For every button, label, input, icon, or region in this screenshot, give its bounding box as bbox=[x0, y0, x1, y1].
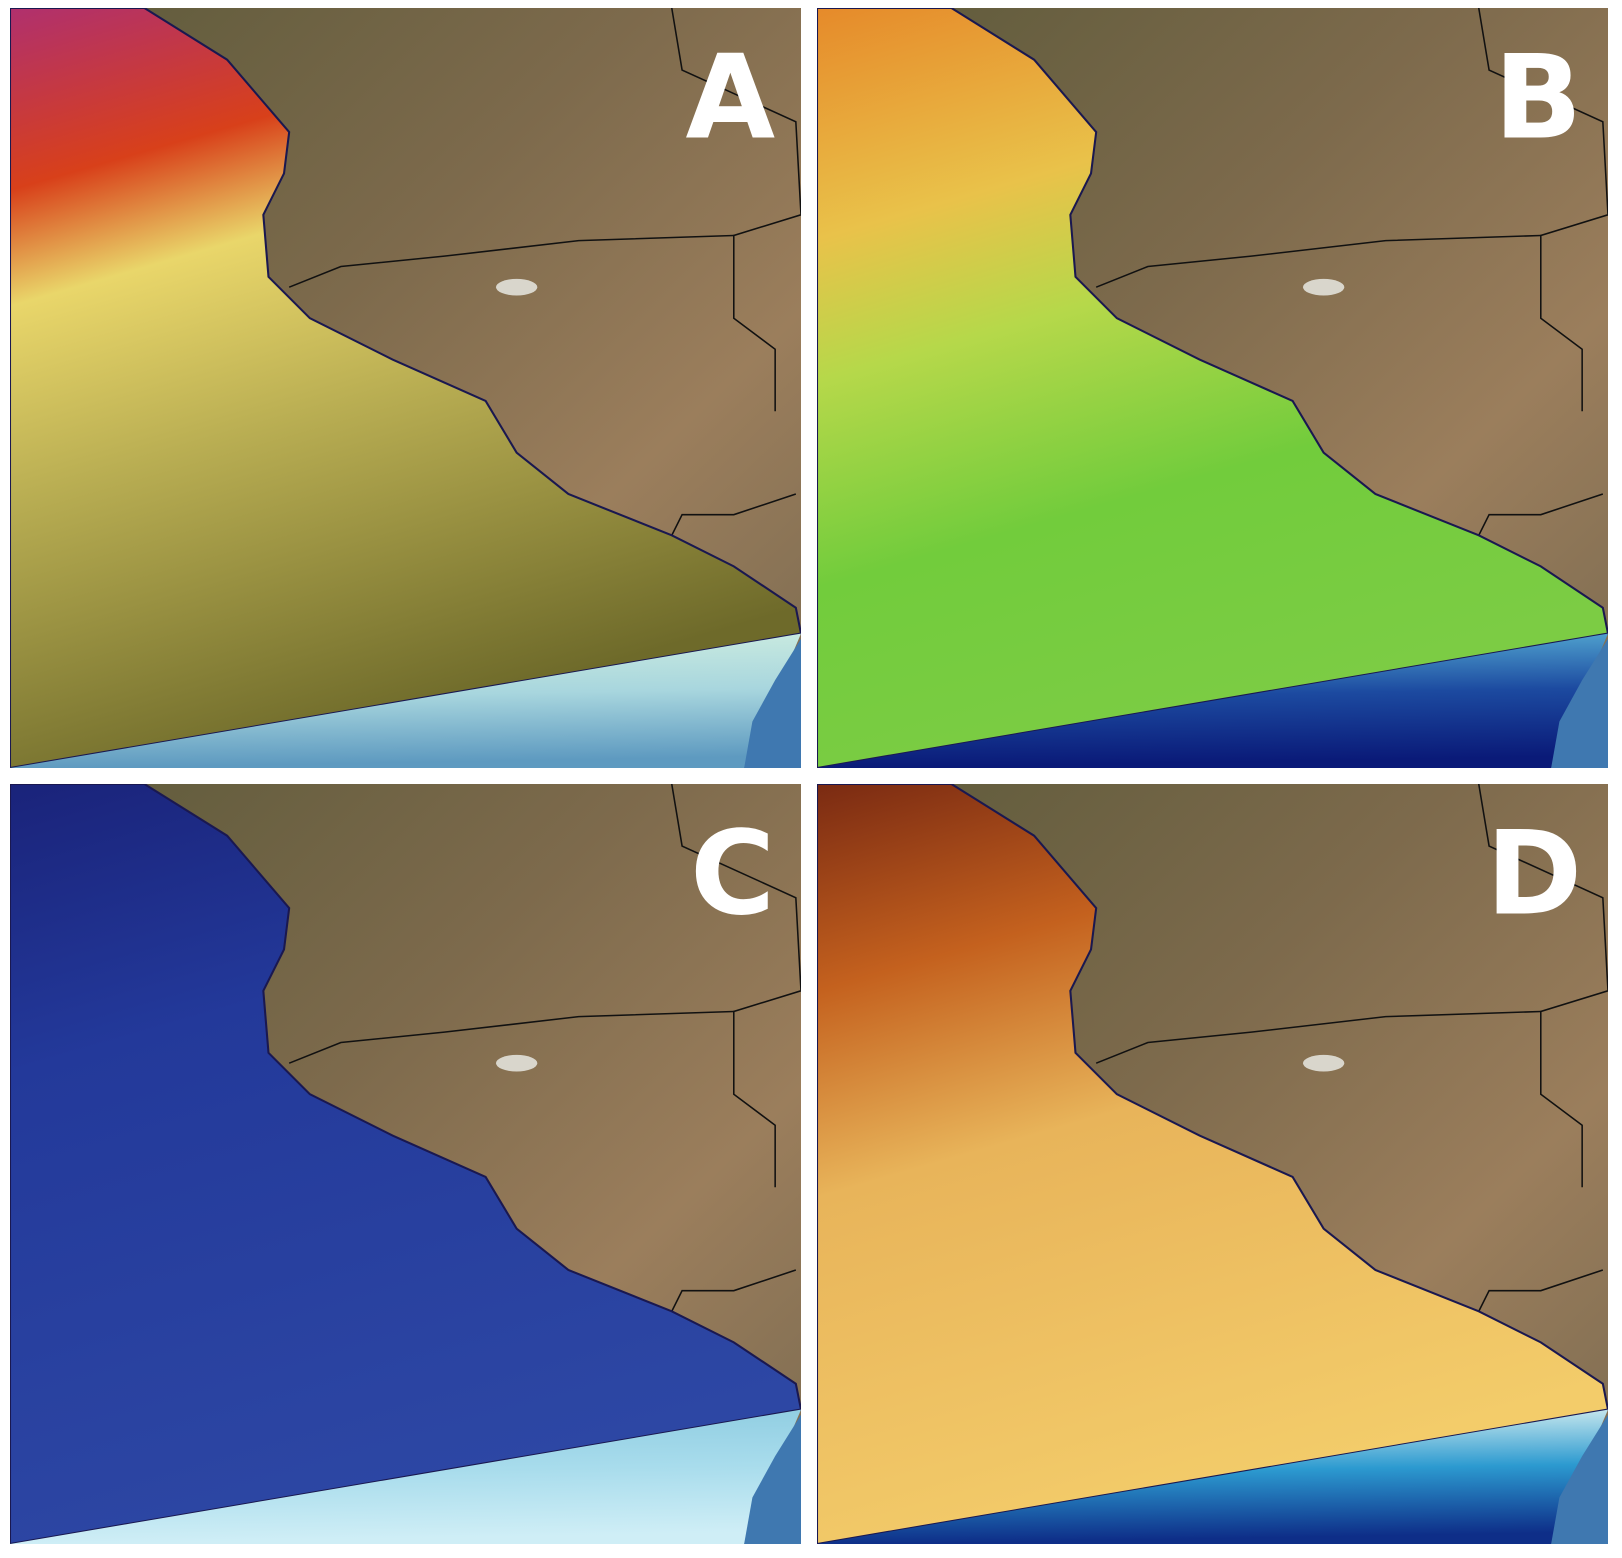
ocean-field bbox=[817, 784, 1608, 1544]
deep-ocean bbox=[1551, 1414, 1608, 1544]
southern-field bbox=[817, 633, 1608, 768]
panel-label: B bbox=[1494, 31, 1582, 165]
border bbox=[1095, 1010, 1541, 1064]
map: A bbox=[10, 8, 801, 768]
border bbox=[288, 234, 734, 288]
deep-ocean bbox=[744, 1414, 801, 1544]
map-panel: D bbox=[817, 784, 1608, 1544]
map: D bbox=[817, 784, 1608, 1544]
ocean-field bbox=[10, 8, 801, 768]
border bbox=[1477, 8, 1608, 412]
deep-ocean bbox=[1551, 638, 1608, 768]
map-panel: B bbox=[817, 8, 1608, 768]
deep-ocean bbox=[744, 638, 801, 768]
map-panel: C bbox=[10, 784, 801, 1544]
border bbox=[1478, 493, 1604, 536]
map: C bbox=[10, 784, 801, 1544]
map-panel: A bbox=[10, 8, 801, 768]
border bbox=[671, 493, 797, 536]
panel-label: D bbox=[1486, 807, 1582, 941]
southern-field bbox=[10, 633, 801, 768]
ocean-field bbox=[817, 8, 1608, 768]
border bbox=[1477, 784, 1608, 1188]
salt-pan bbox=[1302, 278, 1345, 296]
border bbox=[670, 784, 801, 1188]
border bbox=[670, 8, 801, 412]
border bbox=[1478, 1269, 1604, 1312]
panel-label: C bbox=[690, 807, 775, 941]
map: B bbox=[817, 8, 1608, 768]
border bbox=[671, 1269, 797, 1312]
salt-pan bbox=[495, 1054, 538, 1072]
salt-pan bbox=[495, 278, 538, 296]
ocean-field bbox=[10, 784, 801, 1544]
panel-label: A bbox=[686, 31, 776, 165]
border bbox=[1095, 234, 1541, 288]
salt-pan bbox=[1302, 1054, 1345, 1072]
border bbox=[288, 1010, 734, 1064]
